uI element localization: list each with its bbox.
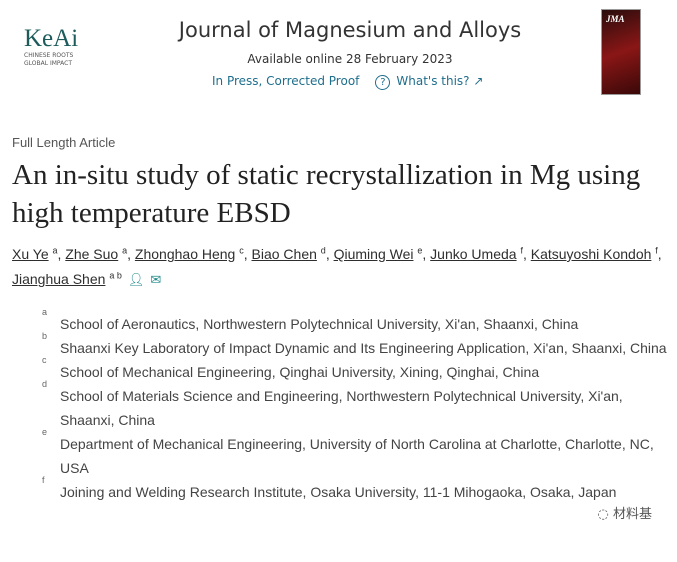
wechat-icon: ◌ [597,507,609,522]
affiliation: f Joining and Welding Research Institute,… [40,475,672,504]
affiliation: e Department of Mechanical Engineering, U… [40,427,672,480]
affiliation-text: School of Aeronautics, Northwestern Poly… [60,316,579,332]
author: Jianghua Shen a b [12,271,122,287]
affiliation-sup: e [42,427,48,437]
affiliation: b Shaanxi Key Laboratory of Impact Dynami… [40,331,672,360]
author-affiliation-sup: e [417,245,423,256]
author: Qiuming Wei e, [333,245,431,262]
author-affiliation-sup: a [52,245,58,256]
author-link[interactable]: Katsuyoshi Kondoh [530,246,652,262]
help-icon[interactable]: ? [375,75,391,90]
affiliation-text: School of Mechanical Engineering, Qingha… [60,364,540,380]
author-link[interactable]: Jianghua Shen [12,271,106,287]
author-affiliation-sup: f [520,245,523,256]
affiliation-text: School of Materials Science and Engineer… [60,388,623,428]
author: Junko Umeda f, [430,245,531,262]
person-icon[interactable]: 👤︎ [127,272,145,287]
affiliation-text: Joining and Welding Research Institute, … [60,484,617,500]
author-link[interactable]: Zhe Suo [65,246,119,262]
author-affiliation-sup: f [655,245,658,256]
author-affiliation-sup: d [320,245,326,256]
email-icon[interactable]: ✉ [150,272,162,287]
affiliation-sup: c [42,355,47,365]
keai-logo[interactable]: KeAi CHINESE ROOTS GLOBAL IMPACT [24,26,94,68]
affiliation-sup: a [42,307,48,317]
article-type: Full Length Article [12,135,116,150]
article-header: Full Length Article An in-situ study of … [12,134,672,524]
author-affiliation-sup: a [122,245,128,256]
logo-text: KeAi [24,25,79,52]
affiliation-text: Department of Mechanical Engineering, Un… [60,436,654,476]
watermark: ◌ 材料基 [12,506,672,524]
author-affiliation-sup: c [239,245,244,256]
status-text: In Press, Corrected Proof [212,74,360,88]
journal-title[interactable]: Journal of Magnesium and Alloys [178,18,522,42]
affiliation: d School of Materials Science and Enginee… [40,379,672,432]
author-list: Xu Ye a, Zhe Suo a, Zhonghao Heng c, Bia… [12,242,672,292]
author-link[interactable]: Zhonghao Heng [134,246,236,262]
affiliation: c School of Mechanical Engineering, Qingh… [40,355,672,384]
article-status: In Press, Corrected Proof? What's this? ↗ [212,74,483,90]
whats-this-link[interactable]: What's this? ↗ [396,74,484,88]
article-title: An in-situ study of static recrystalliza… [12,159,641,229]
author: Zhe Suo a, [65,245,135,262]
affiliation: a School of Aeronautics, Northwestern Pol… [40,307,672,336]
author: Katsuyoshi Kondoh f, [530,245,662,262]
cover-title: JMA [606,14,625,24]
watermark-text: 材料基 [612,507,652,522]
affiliation-sup: b [42,331,48,341]
author: Xu Ye a, [12,245,66,262]
author-link[interactable]: Junko Umeda [430,246,517,262]
author: Biao Chen d, [251,245,334,262]
available-date: Available online 28 February 2023 [247,52,453,66]
author-link[interactable]: Qiuming Wei [333,246,414,262]
logo-tagline: CHINESE ROOTS GLOBAL IMPACT [24,52,74,67]
affiliation-list: a School of Aeronautics, Northwestern Pol… [40,307,672,504]
affiliation-text: Shaanxi Key Laboratory of Impact Dynamic… [60,340,667,356]
journal-cover-image[interactable]: JMA [601,9,641,95]
affiliation-sup: d [42,379,48,389]
author-affiliation-sup: a b [109,270,122,281]
affiliation-sup: f [42,475,45,485]
author: Zhonghao Heng c, [134,245,252,262]
author-link[interactable]: Xu Ye [12,246,49,262]
author-link[interactable]: Biao Chen [251,246,317,262]
